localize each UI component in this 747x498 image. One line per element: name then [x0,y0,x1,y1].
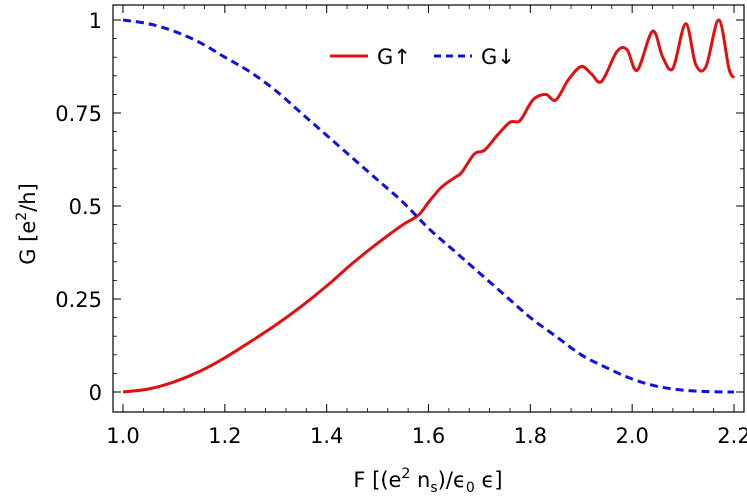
y-tick-label: 0.75 [55,102,102,126]
y-tick-label: 0.25 [55,288,102,312]
x-tick-label: 2.0 [615,424,648,448]
plot-frame [112,4,745,413]
y-axis: 0 0.25 0.5 0.75 1 [55,9,744,405]
legend-label-up: G↑ [377,45,411,69]
x-tick-label: 1.8 [514,424,547,448]
x-axis-title: F [(e2 ns)/ϵ0 ϵ] [353,466,502,496]
series-line-up [122,18,736,394]
x-tick-label: 1.0 [106,424,139,448]
x-tick-label: 1.2 [208,424,241,448]
series-layer [122,18,736,394]
legend: G↑ G↓ [330,45,515,69]
y-axis-title: G [e2/h] [14,183,40,265]
x-tick-label: 2.2 [717,424,747,448]
x-tick-label: 1.4 [310,424,343,448]
y-tick-label: 1 [89,9,102,33]
x-tick-label: 1.6 [412,424,445,448]
series-line-down [122,18,735,394]
legend-label-down: G↓ [481,45,515,69]
y-tick-label: 0 [89,381,102,405]
x-axis: 1.0 1.2 1.4 1.6 1.8 2.0 2.2 [106,5,747,448]
y-tick-label: 0.5 [69,195,102,219]
